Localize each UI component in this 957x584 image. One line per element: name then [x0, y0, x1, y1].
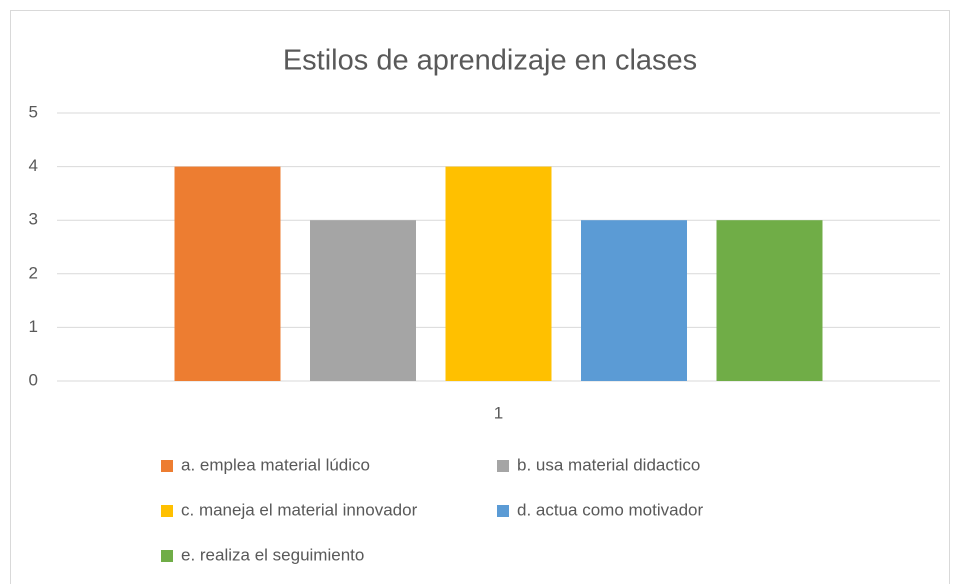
legend-label: b. usa material didactico [517, 455, 700, 474]
bar [581, 220, 687, 381]
y-tick-label: 5 [29, 102, 38, 121]
legend-swatch [497, 505, 509, 517]
legend-swatch [161, 460, 173, 472]
legend-swatch [161, 550, 173, 562]
bar [310, 220, 416, 381]
bar [716, 220, 823, 381]
bar [445, 166, 552, 381]
legend-label: d. actua como motivador [517, 500, 703, 519]
y-tick-label: 3 [29, 210, 38, 229]
legend-label: e. realiza el seguimiento [181, 545, 364, 564]
y-tick-label: 4 [29, 156, 38, 175]
legend-swatch [497, 460, 509, 472]
bar [174, 166, 281, 381]
legend-label: c. maneja el material innovador [181, 500, 418, 519]
chart-title: Estilos de aprendizaje en clases [283, 45, 697, 77]
legend-label: a. emplea material lúdico [181, 455, 370, 474]
x-tick-label: 1 [494, 403, 503, 422]
legend-swatch [161, 505, 173, 517]
y-tick-label: 2 [29, 263, 38, 282]
y-tick-label: 1 [29, 317, 38, 336]
y-tick-label: 0 [29, 370, 38, 389]
